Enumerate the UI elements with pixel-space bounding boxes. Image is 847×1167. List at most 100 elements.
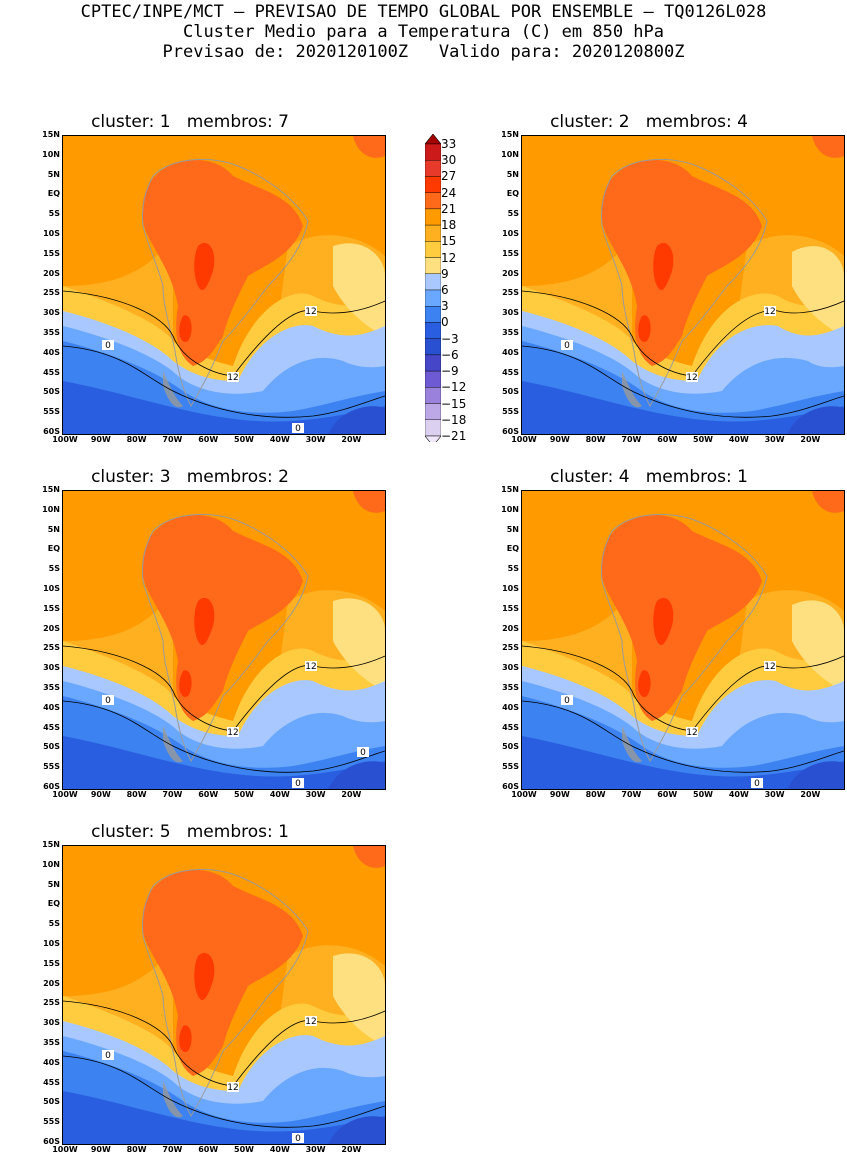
lat-label: 35S xyxy=(502,328,519,337)
contour-label-text: 12 xyxy=(764,307,775,317)
lon-label: 60W xyxy=(198,435,219,444)
lat-label: 15S xyxy=(43,958,60,968)
lon-label: 20W xyxy=(800,435,821,444)
colorbar-tick-label: −15 xyxy=(441,396,467,411)
lat-label: 5N xyxy=(506,169,519,179)
colorbar-swatch xyxy=(424,338,442,356)
colorbar-swatch xyxy=(424,160,442,177)
field-24-27 xyxy=(653,597,674,646)
field-9-12 xyxy=(333,953,385,1046)
contour-0 xyxy=(63,345,385,418)
lat-label: 5S xyxy=(48,919,60,929)
contour-label-text: 12 xyxy=(227,1083,238,1093)
colorbar-swatch xyxy=(424,370,442,388)
lat-label: 30S xyxy=(43,663,60,673)
contour-label-text: 12 xyxy=(305,1017,316,1027)
lon-label: 30W xyxy=(764,790,785,799)
lon-label: 50W xyxy=(693,790,713,799)
map-panel-cluster-2: cluster: 2 membros: 4 12 12 0 15N 10N 5N EQ 5S… xyxy=(459,112,845,457)
contour-label: 0 xyxy=(292,423,304,434)
lat-label: 15N xyxy=(501,130,519,139)
lat-label: 50S xyxy=(43,1097,60,1107)
field-9-12 xyxy=(333,598,385,691)
lat-label: EQ xyxy=(47,189,60,199)
lon-label: 50W xyxy=(234,790,254,799)
lat-label: 60S xyxy=(43,1137,60,1146)
temperature-colorbar: 33 30 27 24 21 18 15 12 9 6 3 0 −3 −6 −9 −12 −15 −18 −21 xyxy=(424,133,485,447)
lat-label: 10S xyxy=(502,584,519,593)
field-24-27 xyxy=(638,315,651,342)
lat-label: 30S xyxy=(502,663,519,673)
lat-label: 10S xyxy=(43,939,60,948)
lat-label: 60S xyxy=(43,782,60,791)
lat-label: 10S xyxy=(502,229,519,238)
lon-label: 50W xyxy=(234,1145,254,1154)
colorbar-swatch xyxy=(424,419,442,437)
colorbar-swatch xyxy=(424,241,442,258)
lon-label: 70W xyxy=(621,435,642,444)
lon-label: 70W xyxy=(162,1145,183,1154)
field-21-24 xyxy=(812,491,844,513)
contour-label-text: 0 xyxy=(105,341,111,351)
lon-label: 80W xyxy=(585,435,606,444)
lat-label: 10N xyxy=(42,859,60,869)
lon-label: 60W xyxy=(657,435,678,444)
contour-label: 0 xyxy=(357,747,369,758)
lat-label: 10N xyxy=(42,504,60,514)
lat-label: 60S xyxy=(502,782,519,791)
contour-label: 0 xyxy=(561,695,573,706)
colorbar-swatch xyxy=(424,143,442,161)
field-minus3-0 xyxy=(63,1091,385,1144)
lat-label: 25S xyxy=(43,998,60,1008)
lat-label: 15N xyxy=(42,130,60,139)
contour-label: 0 xyxy=(102,695,114,706)
contour-label: 0 xyxy=(102,1050,114,1061)
coastline xyxy=(142,513,309,763)
colorbar-tick-label: 15 xyxy=(441,234,457,249)
lon-label: 90W xyxy=(90,790,111,799)
field-21-24 xyxy=(142,159,303,366)
colorbar-swatch xyxy=(424,257,442,274)
lon-label: 80W xyxy=(126,435,147,444)
contour-label: 12 xyxy=(686,372,698,383)
colorbar-swatch xyxy=(424,273,442,291)
lat-label: 40S xyxy=(502,702,519,712)
map-panel-cluster-4: cluster: 4 membros: 1 12 12 0 0 15N 10N 5N EQ 5… xyxy=(459,467,845,812)
lat-label: 45S xyxy=(43,367,60,377)
field-24-27 xyxy=(179,315,192,342)
lat-label: 45S xyxy=(43,722,60,732)
lat-label: 35S xyxy=(43,328,60,337)
contour-label: 0 xyxy=(561,340,573,351)
lat-label: 10N xyxy=(501,149,519,159)
land-patch xyxy=(622,726,642,763)
lat-label: 15N xyxy=(42,840,60,849)
lat-label: 50S xyxy=(502,742,519,752)
contour-label-text: 0 xyxy=(105,1051,111,1061)
field-minus6-minus3 xyxy=(787,761,844,789)
colorbar-swatch xyxy=(424,387,442,404)
contour-label: 12 xyxy=(686,727,698,738)
lat-label: 5S xyxy=(507,209,519,219)
lon-label: 90W xyxy=(549,435,570,444)
temperature-map: 12 12 0 0 xyxy=(521,490,845,790)
temperature-map: 12 12 0 0 xyxy=(62,135,386,435)
colorbar-swatch xyxy=(424,306,442,323)
temperature-map: 12 12 0 0 0 xyxy=(62,490,386,790)
lat-label: EQ xyxy=(47,899,60,909)
subtitle-dates: Previsao de: 2020120100Z Valido para: 20… xyxy=(162,42,685,62)
contour-label: 12 xyxy=(227,727,239,738)
lat-label: 50S xyxy=(43,742,60,752)
colorbar-tick-label: −21 xyxy=(441,429,467,443)
lat-label: 5S xyxy=(507,564,519,574)
lon-label: 100W xyxy=(52,435,78,444)
lon-label: 90W xyxy=(90,435,111,444)
lat-label: 55S xyxy=(43,762,60,772)
lat-label: 15N xyxy=(42,485,60,494)
lat-label: 60S xyxy=(43,427,60,436)
lon-label: 60W xyxy=(198,790,219,799)
contour-label: 0 xyxy=(292,1133,304,1144)
field-minus6-minus3 xyxy=(328,761,385,789)
lon-label: 20W xyxy=(341,1145,362,1154)
colorbar-tick-label: −3 xyxy=(441,331,459,346)
contour-0 xyxy=(522,700,844,773)
